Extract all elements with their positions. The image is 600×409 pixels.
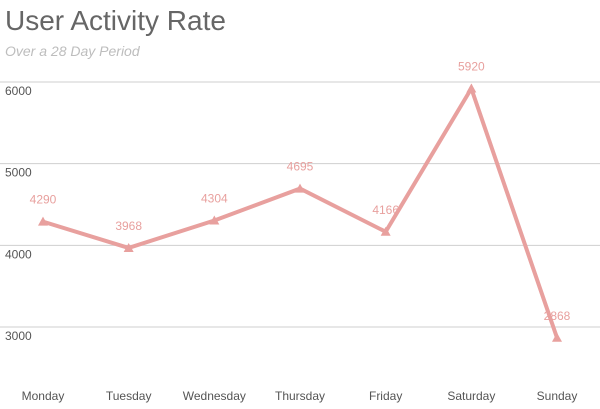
point-marker-sunday[interactable] xyxy=(552,332,562,342)
chart-subtitle: Over a 28 Day Period xyxy=(5,43,140,59)
y-tick-label-6000: 6000 xyxy=(5,84,32,98)
data-label-saturday: 5920 xyxy=(458,60,485,74)
data-label-wednesday: 4304 xyxy=(201,192,228,206)
chart-title: User Activity Rate xyxy=(5,5,226,36)
x-tick-label-tuesday: Tuesday xyxy=(106,389,152,403)
x-tick-label-monday: Monday xyxy=(22,389,65,403)
y-axis-tick-labels: 6000 5000 4000 3000 xyxy=(5,84,32,343)
point-marker-monday[interactable] xyxy=(38,216,48,226)
data-label-sunday: 2868 xyxy=(544,309,571,323)
series-line xyxy=(41,83,559,340)
point-marker-thursday[interactable] xyxy=(295,183,305,193)
point-marker-wednesday[interactable] xyxy=(209,215,220,225)
point-markers xyxy=(38,83,562,342)
x-tick-label-sunday: Sunday xyxy=(537,389,578,403)
x-axis-tick-labels: Monday Tuesday Wednesday Thursday Friday Satu… xyxy=(22,389,578,403)
point-marker-saturday[interactable] xyxy=(466,83,477,93)
series-line-group xyxy=(41,83,559,340)
x-tick-label-wednesday: Wednesday xyxy=(183,389,246,403)
x-tick-label-saturday: Saturday xyxy=(447,389,495,403)
y-tick-label-4000: 4000 xyxy=(5,247,32,261)
data-label-monday: 4290 xyxy=(30,193,57,207)
x-tick-label-thursday: Thursday xyxy=(275,389,325,403)
grid-lines xyxy=(0,81,600,328)
data-label-tuesday: 3968 xyxy=(115,219,142,233)
point-marker-friday[interactable] xyxy=(380,226,391,236)
data-label-thursday: 4695 xyxy=(287,160,314,174)
y-tick-label-3000: 3000 xyxy=(5,329,32,343)
point-marker-tuesday[interactable] xyxy=(123,242,134,252)
data-labels: 4290 3968 4304 4695 4166 5920 2868 xyxy=(30,60,571,323)
y-tick-label-5000: 5000 xyxy=(5,166,32,180)
x-tick-label-friday: Friday xyxy=(369,389,402,403)
data-label-friday: 4166 xyxy=(372,203,399,217)
